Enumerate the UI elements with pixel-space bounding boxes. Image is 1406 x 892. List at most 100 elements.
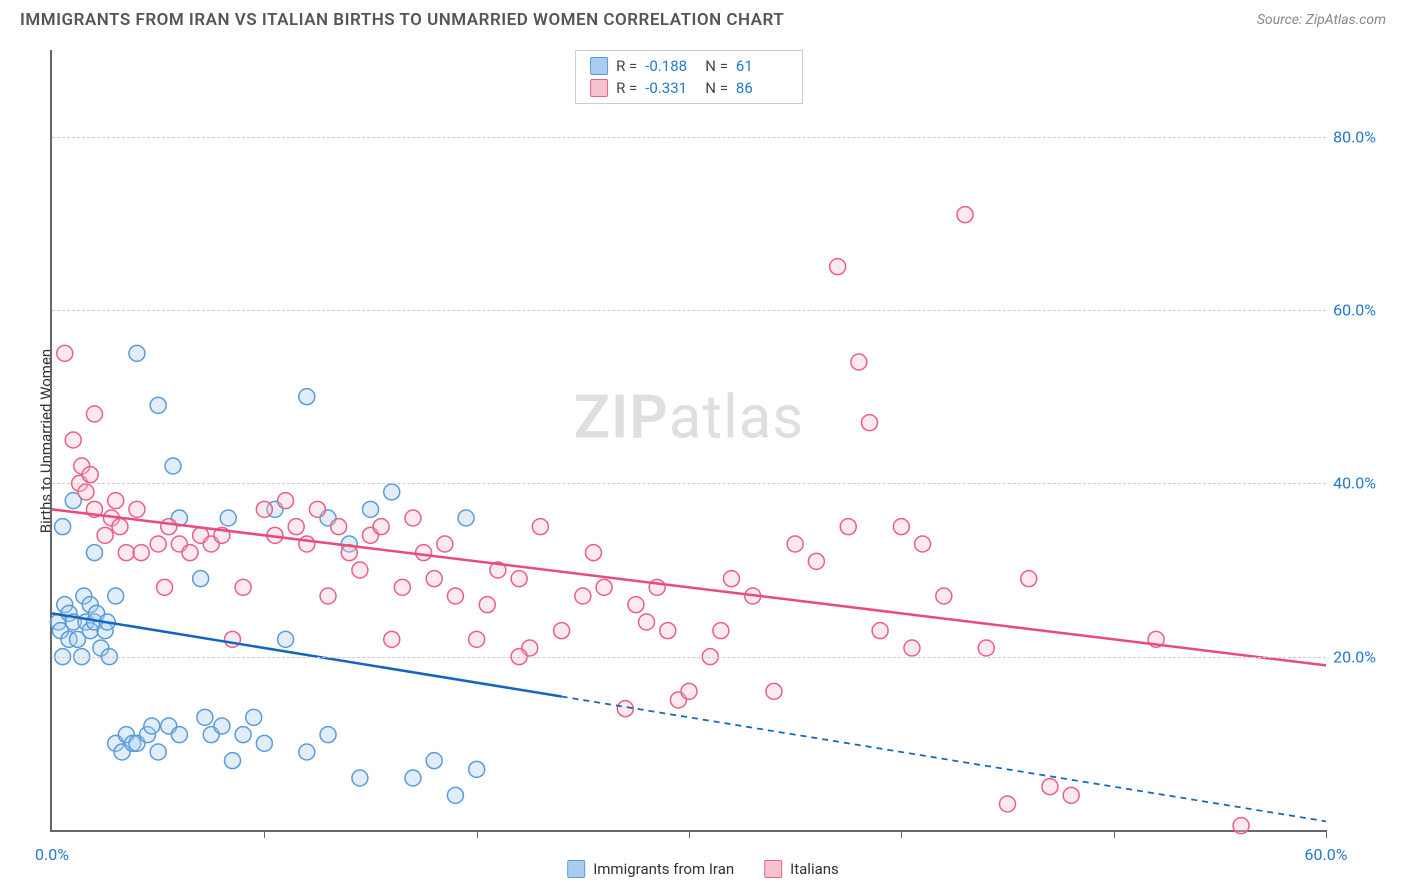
source-attribution: Source: ZipAtlas.com	[1257, 12, 1386, 28]
data-point	[1042, 779, 1058, 795]
data-point	[373, 519, 389, 535]
data-point	[447, 787, 463, 803]
data-point	[363, 501, 379, 517]
data-point	[426, 571, 442, 587]
data-point	[469, 761, 485, 777]
data-point	[904, 640, 920, 656]
data-point	[256, 735, 272, 751]
regression-line	[52, 613, 562, 696]
data-point	[57, 345, 73, 361]
data-point	[165, 458, 181, 474]
data-point	[479, 597, 495, 613]
data-point	[65, 432, 81, 448]
data-point	[86, 406, 102, 422]
stats-row-iran: R = -0.188 N = 61	[590, 55, 788, 77]
data-point	[112, 519, 128, 535]
data-point	[681, 683, 697, 699]
data-point	[182, 545, 198, 561]
data-point	[840, 519, 856, 535]
bottom-legend: Immigrants from Iran Italians	[567, 860, 839, 878]
data-point	[416, 545, 432, 561]
data-point	[150, 744, 166, 760]
data-point	[224, 753, 240, 769]
data-point	[1063, 787, 1079, 803]
data-point	[299, 744, 315, 760]
data-point	[1233, 818, 1249, 834]
data-point	[55, 519, 71, 535]
data-point	[426, 753, 442, 769]
data-point	[129, 501, 145, 517]
data-point	[936, 588, 952, 604]
data-point	[851, 354, 867, 370]
data-point	[320, 588, 336, 604]
data-point	[352, 562, 368, 578]
data-point	[78, 484, 94, 500]
data-point	[532, 519, 548, 535]
data-point	[320, 727, 336, 743]
legend-item-italians: Italians	[764, 860, 839, 878]
data-point	[299, 536, 315, 552]
data-point	[405, 510, 421, 526]
data-point	[108, 493, 124, 509]
data-point	[554, 623, 570, 639]
data-point	[384, 631, 400, 647]
data-point	[256, 501, 272, 517]
data-point	[639, 614, 655, 630]
x-tick-label: 60.0%	[1305, 845, 1348, 864]
data-point	[596, 579, 612, 595]
stats-box: R = -0.188 N = 61 R = -0.331 N = 86	[575, 50, 803, 104]
chart-title: IMMIGRANTS FROM IRAN VS ITALIAN BIRTHS T…	[20, 10, 784, 30]
data-point	[766, 683, 782, 699]
swatch-italians	[590, 79, 608, 97]
data-point	[220, 510, 236, 526]
data-point	[157, 579, 173, 595]
y-tick-label: 40.0%	[1333, 474, 1376, 493]
data-point	[129, 345, 145, 361]
data-point	[1021, 571, 1037, 587]
data-point	[511, 571, 527, 587]
data-point	[133, 545, 149, 561]
y-tick-label: 20.0%	[1333, 647, 1376, 666]
data-point	[830, 259, 846, 275]
data-point	[278, 493, 294, 509]
data-point	[915, 536, 931, 552]
x-tick-label: 0.0%	[35, 845, 69, 864]
data-point	[978, 640, 994, 656]
legend-swatch-iran	[567, 860, 585, 878]
data-point	[585, 545, 601, 561]
n-value-iran: 61	[736, 57, 788, 75]
data-point	[214, 718, 230, 734]
data-point	[278, 631, 294, 647]
data-point	[384, 484, 400, 500]
data-point	[628, 597, 644, 613]
data-point	[161, 519, 177, 535]
r-value-italians: -0.331	[645, 79, 697, 97]
data-point	[469, 631, 485, 647]
regression-line-dashed	[562, 697, 1326, 822]
data-point	[893, 519, 909, 535]
legend-swatch-italians	[764, 860, 782, 878]
swatch-iran	[590, 57, 608, 75]
legend-item-iran: Immigrants from Iran	[567, 860, 734, 878]
data-point	[150, 536, 166, 552]
data-point	[713, 623, 729, 639]
data-point	[171, 727, 187, 743]
scatter-plot	[52, 50, 1326, 830]
n-value-italians: 86	[736, 79, 788, 97]
data-point	[575, 588, 591, 604]
y-tick-label: 60.0%	[1333, 301, 1376, 320]
data-point	[246, 709, 262, 725]
data-point	[118, 545, 134, 561]
data-point	[235, 579, 251, 595]
data-point	[235, 727, 251, 743]
data-point	[861, 415, 877, 431]
plot-area: ZIPatlas R = -0.188 N = 61 R = -0.331 N …	[50, 50, 1326, 832]
data-point	[288, 519, 304, 535]
data-point	[97, 527, 113, 543]
data-point	[872, 623, 888, 639]
data-point	[144, 718, 160, 734]
data-point	[437, 536, 453, 552]
data-point	[660, 623, 676, 639]
data-point	[787, 536, 803, 552]
data-point	[86, 545, 102, 561]
